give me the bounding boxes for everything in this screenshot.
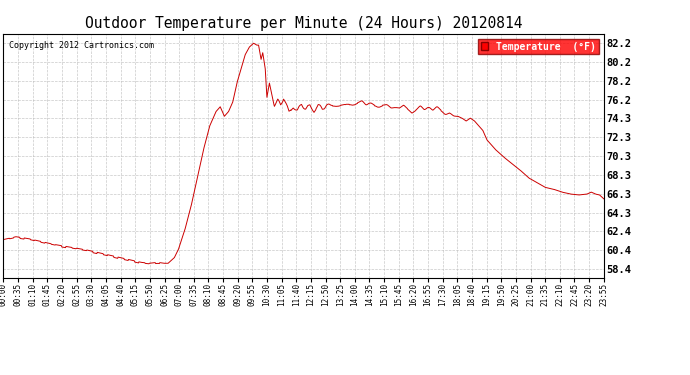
Legend: Temperature  (°F): Temperature (°F) [477,39,599,54]
Title: Outdoor Temperature per Minute (24 Hours) 20120814: Outdoor Temperature per Minute (24 Hours… [85,16,522,31]
Text: Copyright 2012 Cartronics.com: Copyright 2012 Cartronics.com [10,41,155,50]
